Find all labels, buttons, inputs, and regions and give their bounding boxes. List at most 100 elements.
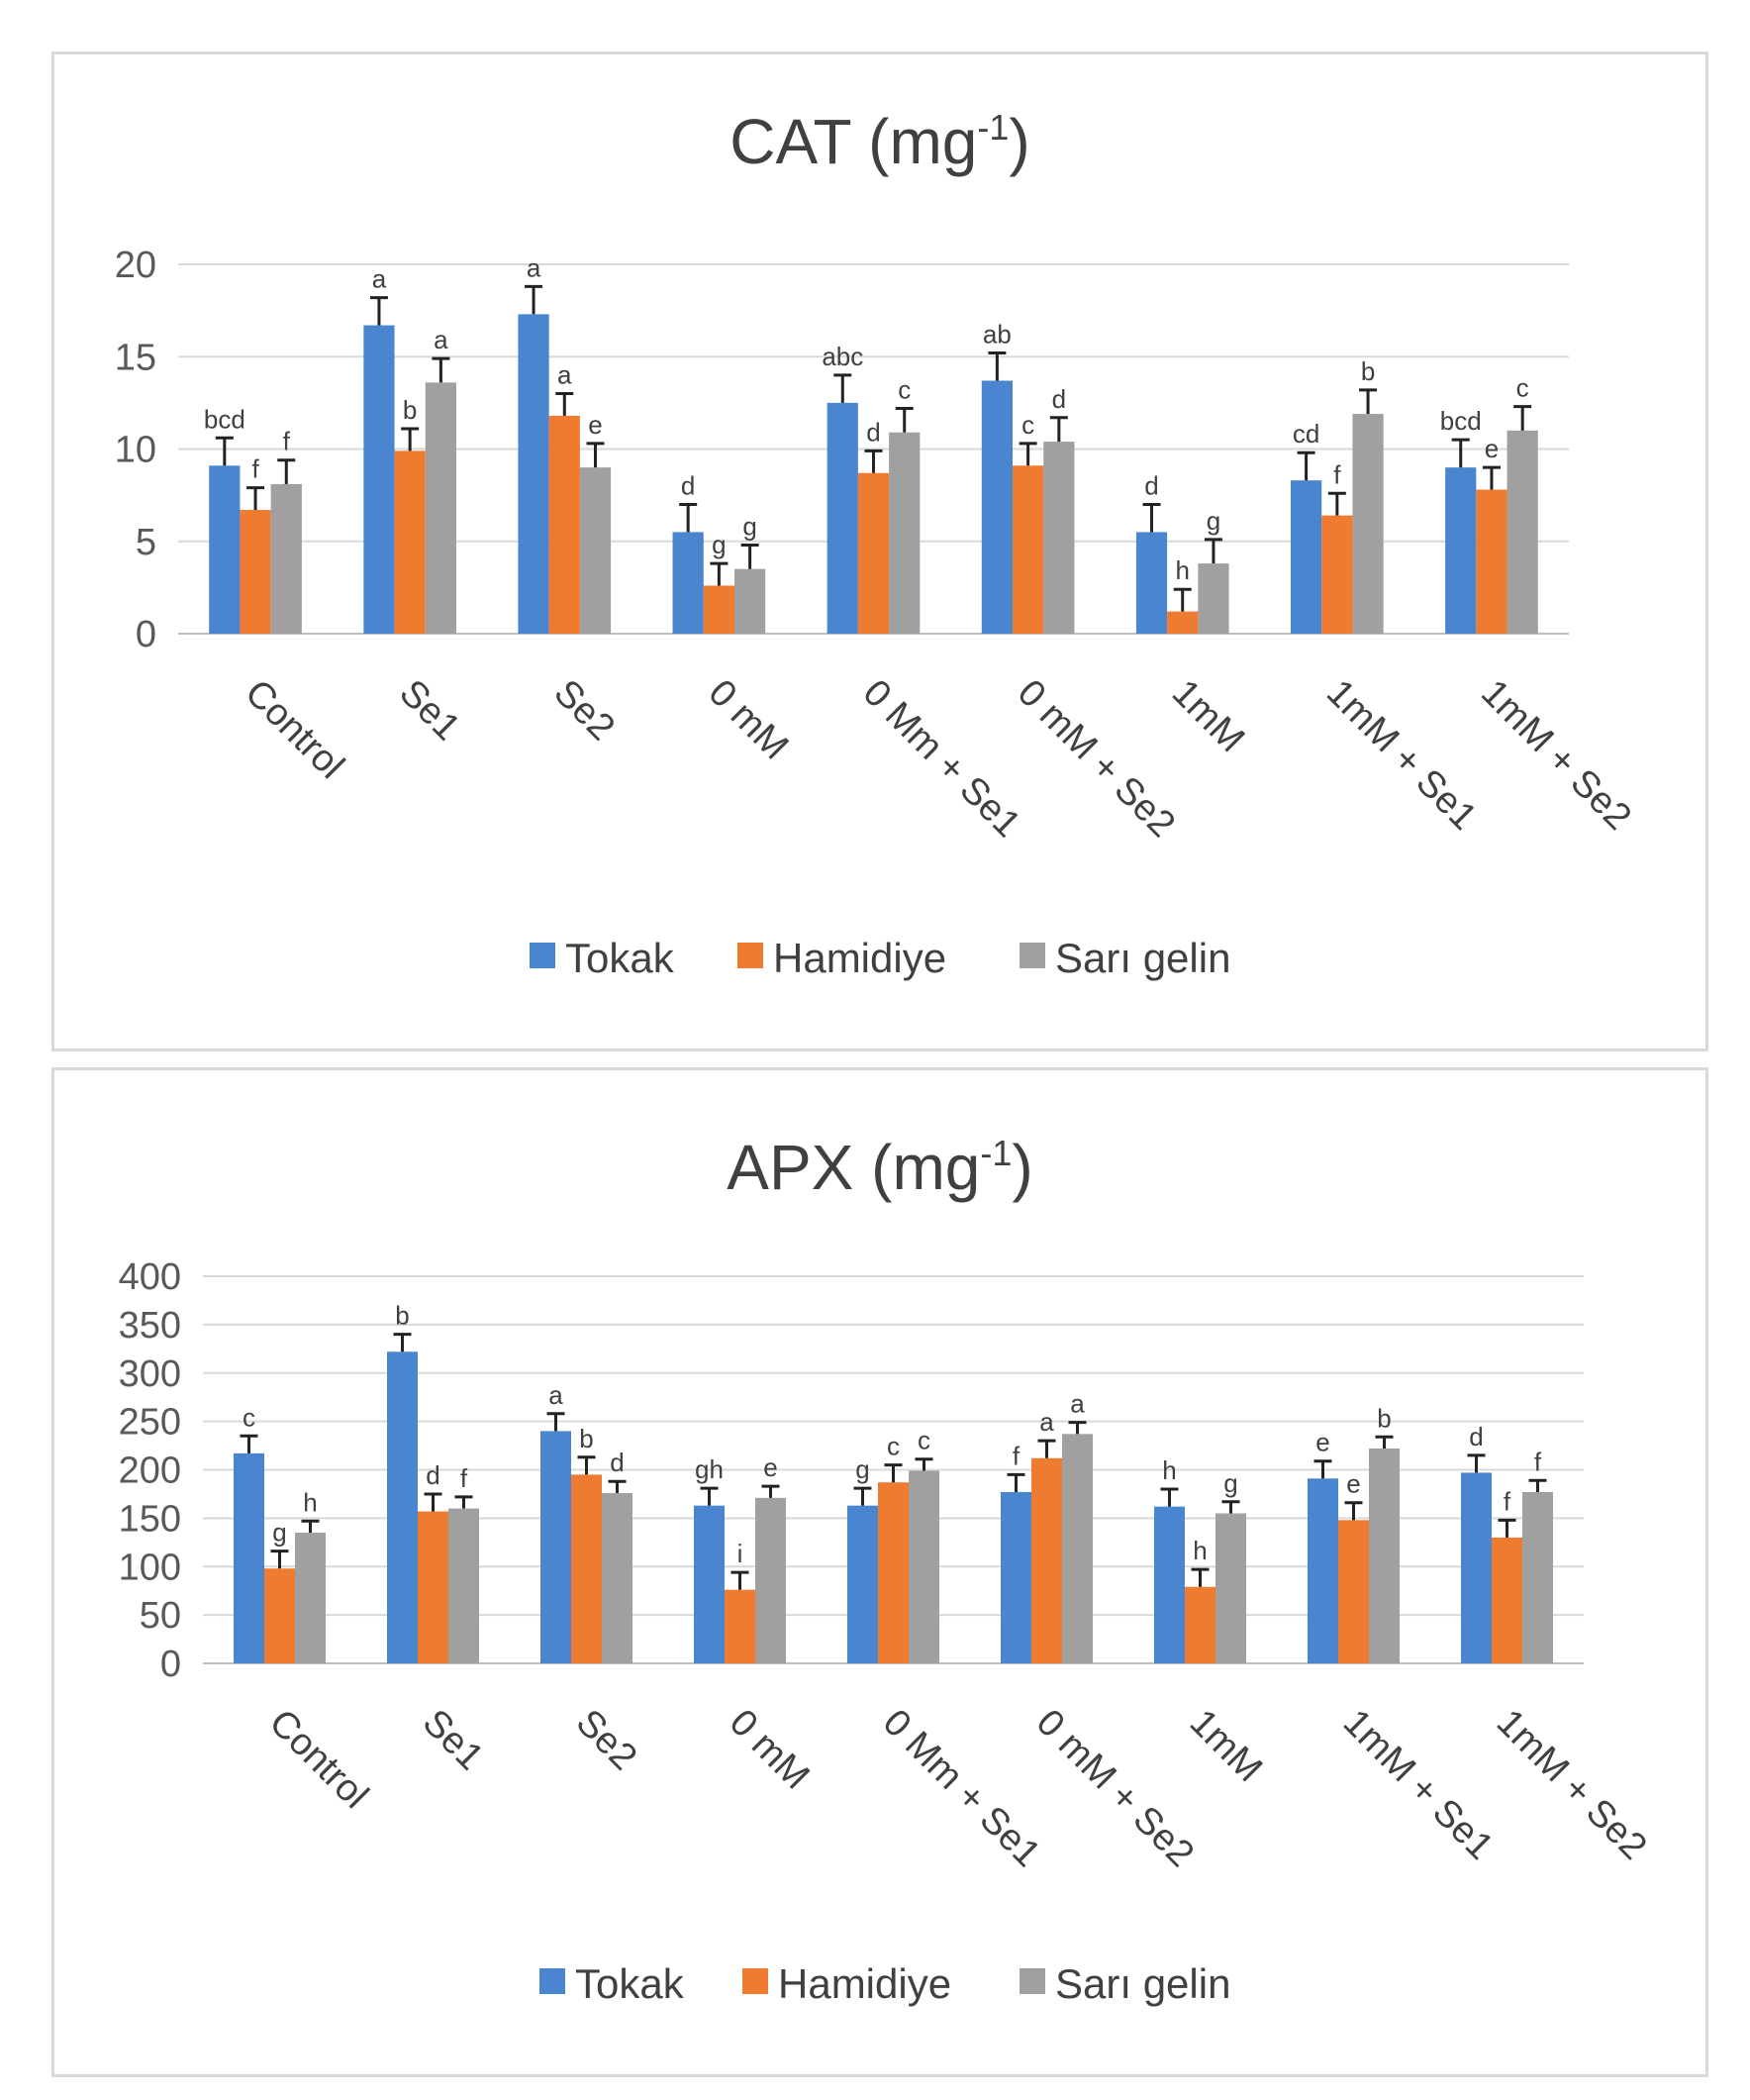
apx-bar-sargelin <box>1215 1513 1246 1663</box>
apx-x-tick-label: 0 Mm + Se1 <box>875 1702 1048 1875</box>
cat-y-tick-label: 10 <box>115 430 156 471</box>
apx-x-tick-label: 1mM <box>1182 1702 1270 1790</box>
cat-bar-hamidiye <box>1476 489 1507 634</box>
cat-legend-swatch <box>530 943 555 968</box>
cat-legend-label: Sarı gelin <box>1055 935 1230 981</box>
apx-y-tick-label: 250 <box>119 1402 181 1444</box>
apx-significance-letter: h <box>303 1487 317 1517</box>
apx-bar-tokak <box>1154 1506 1185 1663</box>
cat-y-tick-label: 0 <box>136 614 156 655</box>
cat-bar-tokak <box>518 314 549 634</box>
cat-bar-sargelin <box>1043 442 1075 634</box>
cat-title-main: CAT (mg <box>729 106 977 177</box>
cat-significance-letter: f <box>283 427 291 456</box>
apx-bar-sargelin <box>1369 1448 1400 1663</box>
cat-bar-sargelin <box>1198 563 1229 634</box>
apx-legend-label: Sarı gelin <box>1055 1960 1230 2007</box>
cat-legend-swatch <box>1020 943 1045 968</box>
cat-x-tick-label: 0 Mm + Se1 <box>855 672 1028 846</box>
cat-significance-letter: a <box>434 325 448 354</box>
apx-bar-hamidiye <box>571 1474 602 1663</box>
apx-bar-hamidiye <box>1492 1537 1522 1663</box>
apx-significance-letter: h <box>1162 1455 1176 1485</box>
cat-significance-letter: f <box>251 454 259 484</box>
cat-x-tick-label: 1mM <box>1164 672 1252 760</box>
apx-significance-letter: i <box>737 1539 743 1568</box>
cat-significance-letter: a <box>527 252 541 282</box>
apx-bar-hamidiye <box>1185 1586 1215 1663</box>
cat-bar-hamidiye <box>857 472 890 634</box>
cat-significance-letter: d <box>681 470 695 500</box>
apx-significance-letter: e <box>1315 1428 1329 1457</box>
apx-significance-letter: f <box>460 1463 468 1493</box>
cat-bar-sargelin <box>425 382 456 634</box>
apx-chart: APX (mg-1)050100150200250300350400cghCon… <box>119 1132 1655 2007</box>
apx-bar-hamidiye <box>418 1511 448 1663</box>
apx-significance-letter: gh <box>695 1454 724 1484</box>
apx-y-tick-label: 100 <box>119 1547 181 1588</box>
apx-bar-sargelin <box>602 1492 632 1663</box>
apx-bar-tokak <box>694 1505 725 1663</box>
apx-x-tick-label: Se2 <box>568 1702 645 1779</box>
apx-x-tick-label: 1mM + Se1 <box>1335 1702 1502 1868</box>
apx-legend-swatch <box>1020 1968 1045 1994</box>
apx-significance-letter: g <box>1223 1468 1237 1498</box>
apx-significance-letter: g <box>272 1518 286 1548</box>
cat-significance-letter: ab <box>983 320 1012 350</box>
apx-bar-sargelin <box>909 1470 939 1663</box>
cat-y-tick-label: 20 <box>115 245 156 286</box>
cat-bar-sargelin <box>889 432 921 634</box>
cat-chart: CAT (mg-1)05101520bcdffControlabaSe1aaeS… <box>115 106 1639 981</box>
apx-bar-sargelin <box>1062 1434 1093 1663</box>
cat-significance-letter: a <box>557 360 572 390</box>
apx-x-tick-label: 0 mM <box>722 1702 818 1798</box>
apx-x-tick-label: 0 mM + Se2 <box>1028 1702 1202 1875</box>
cat-significance-letter: c <box>898 374 911 404</box>
apx-title-main: APX (mg <box>727 1132 980 1203</box>
apx-legend-swatch <box>539 1968 565 1994</box>
cat-chart-title: CAT (mg-1) <box>729 106 1029 177</box>
cat-significance-letter: e <box>1485 434 1499 463</box>
cat-bar-tokak <box>1135 532 1168 634</box>
apx-y-tick-label: 300 <box>119 1353 181 1395</box>
apx-bar-sargelin <box>1522 1491 1553 1663</box>
apx-significance-letter: c <box>918 1426 930 1455</box>
apx-bar-hamidiye <box>878 1482 909 1663</box>
cat-legend-label: Hamidiye <box>773 935 946 981</box>
cat-bar-tokak <box>363 325 395 634</box>
cat-bar-sargelin <box>1352 414 1384 634</box>
apx-significance-letter: e <box>1346 1469 1360 1499</box>
apx-x-tick-label: 1mM + Se2 <box>1489 1702 1655 1868</box>
cat-chart-panel: CAT (mg-1) 0 5 10 15 20 bcd f f Control a b a Se1 a a e S… <box>51 51 1708 1051</box>
cat-significance-letter: f <box>1333 459 1341 489</box>
cat-significance-letter: d <box>1052 384 1066 414</box>
cat-bar-hamidiye <box>394 450 426 634</box>
cat-x-tick-label: 0 mM + Se2 <box>1010 672 1183 846</box>
apx-significance-letter: f <box>1504 1486 1511 1516</box>
cat-bar-hamidiye <box>1013 465 1044 634</box>
cat-significance-letter: g <box>742 511 756 541</box>
apx-bar-sargelin <box>448 1508 479 1663</box>
apx-x-tick-label: Control <box>261 1702 376 1817</box>
cat-significance-letter: d <box>866 417 880 447</box>
apx-significance-letter: c <box>887 1432 900 1461</box>
apx-chart-title: APX (mg-1) <box>727 1132 1032 1203</box>
cat-x-tick-label: 1mM + Se1 <box>1318 672 1485 839</box>
apx-bar-tokak <box>1001 1491 1031 1663</box>
apx-significance-letter: d <box>426 1460 439 1490</box>
cat-bar-tokak <box>209 465 241 634</box>
apx-bar-sargelin <box>295 1533 326 1663</box>
cat-significance-letter: d <box>1144 470 1158 500</box>
apx-bar-hamidiye <box>1031 1457 1062 1663</box>
apx-significance-letter: g <box>855 1454 869 1484</box>
cat-x-tick-label: Control <box>237 672 351 787</box>
cat-significance-letter: bcd <box>204 404 245 434</box>
cat-significance-letter: e <box>588 410 602 440</box>
apx-bar-hamidiye <box>1338 1520 1369 1663</box>
apx-significance-letter: b <box>579 1424 593 1453</box>
apx-significance-letter: a <box>1039 1407 1054 1437</box>
cat-y-tick-label: 15 <box>115 337 156 378</box>
cat-y-tick-label: 5 <box>136 522 156 563</box>
apx-bar-tokak <box>540 1431 571 1663</box>
apx-bar-tokak <box>387 1351 418 1663</box>
